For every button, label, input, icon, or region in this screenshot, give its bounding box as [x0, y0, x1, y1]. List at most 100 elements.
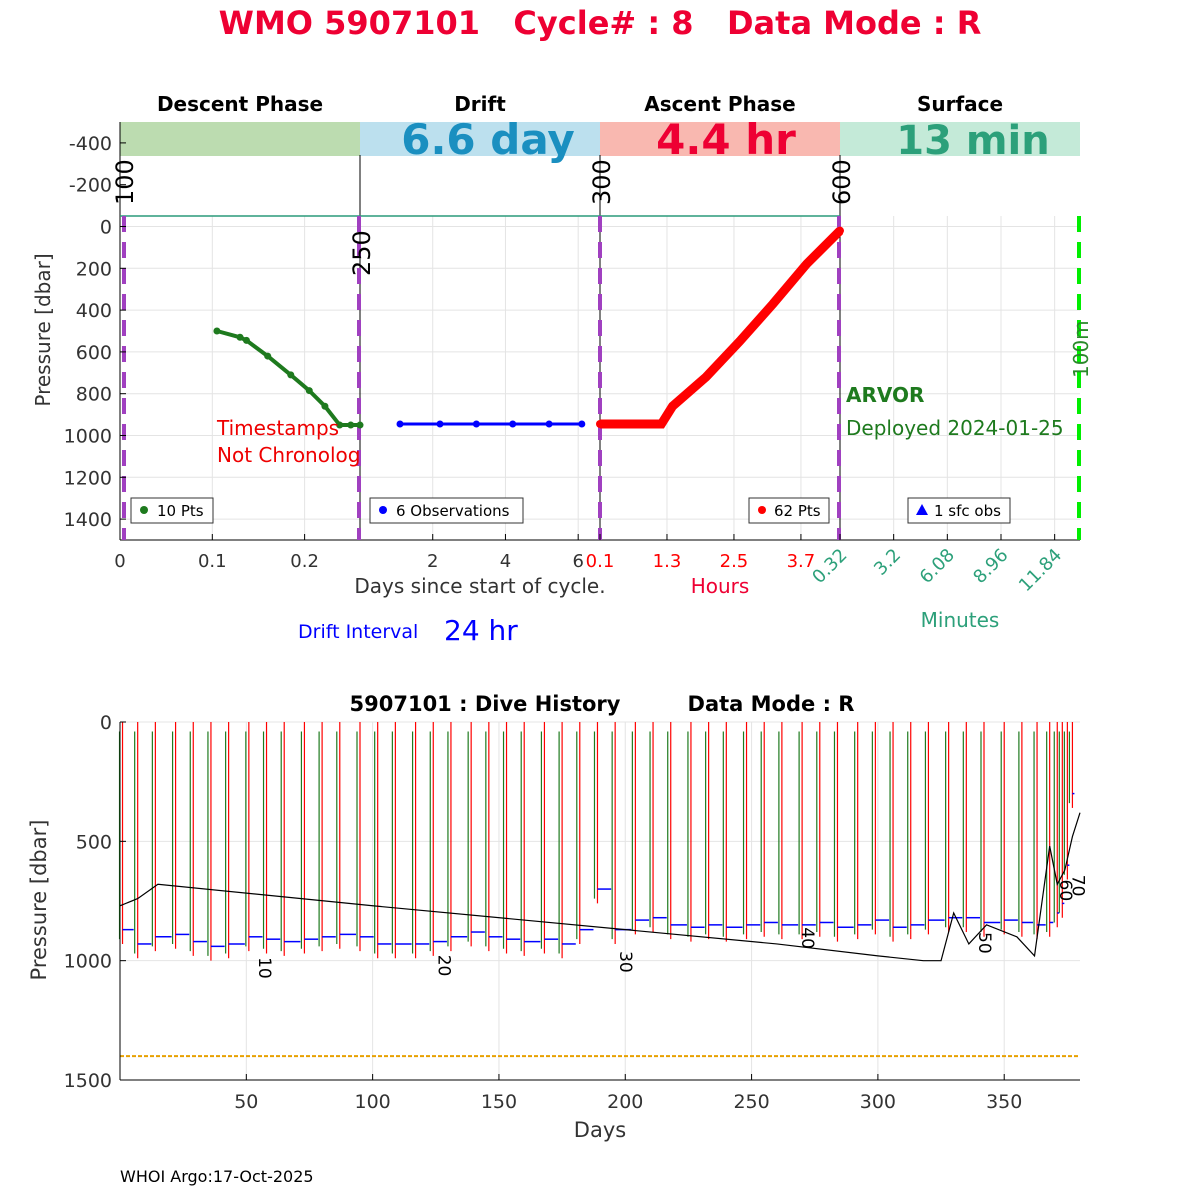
ascent-legend-marker [758, 506, 766, 514]
top-y-tick-label: -200 [69, 175, 112, 197]
top-x-tick-label: 0 [114, 551, 125, 572]
history-cycle-label: 30 [615, 951, 635, 973]
history-x-axis-label: Days [574, 1118, 626, 1142]
figure-title: WMO 5907101 Cycle# : 8 Data Mode : R [219, 4, 982, 42]
descent-phase-header: Descent Phase [157, 92, 323, 116]
surface-phase-header: Surface [917, 92, 1003, 116]
history-trajectory [119, 812, 1081, 962]
history-y-tick-label: 500 [76, 831, 112, 853]
history-x-tick-label: 100 [354, 1091, 390, 1113]
history-y-axis-label: Pressure [dbar] [27, 820, 51, 981]
history-x-tick-label: 50 [234, 1091, 258, 1113]
descent-point [305, 387, 313, 395]
surface-duration-bar [840, 122, 1080, 156]
history-title-left: 5907101 : Dive History [350, 692, 621, 716]
ascent-point [769, 299, 778, 308]
drift-point [472, 420, 480, 428]
ascent-point [836, 226, 844, 235]
drift-point [578, 420, 586, 428]
title-cycle: Cycle# : 8 [513, 4, 693, 42]
drift-interval-value: 24 hr [444, 614, 518, 647]
history-x-tick-label: 150 [481, 1091, 517, 1113]
descent-line [216, 329, 360, 428]
top-y-tick-label: 400 [76, 300, 112, 322]
surface-legend-text: 1 sfc obs [934, 502, 1001, 520]
ascent-point [702, 372, 711, 381]
drift-point [545, 420, 553, 428]
history-cycle-label: 60 [1055, 880, 1075, 902]
top-y-tick-label: 200 [76, 258, 112, 280]
footer-stamp: WHOI Argo:17-Oct-2025 [120, 1167, 314, 1186]
drift-legend-text: 6 Observations [396, 502, 510, 520]
history-cycle-label: 40 [797, 927, 817, 949]
timestamps-annotation-line1: Timestamps [216, 416, 339, 440]
history-x-tick-label: 350 [986, 1091, 1022, 1113]
surface-x-tick-label: 8.96 [969, 545, 1012, 588]
descent-legend-marker [140, 506, 148, 514]
history-cycle-label: 10 [254, 957, 274, 979]
descent-point [336, 421, 344, 429]
history-y-tick-label: 0 [100, 712, 112, 734]
descent-point [236, 333, 244, 341]
surface-duration-label: 13 min [896, 118, 1049, 164]
title-mode: Data Mode : R [727, 4, 981, 42]
annotation-clip: Not Chronolog [217, 443, 359, 467]
top-x-tick-label: 2.5 [720, 551, 749, 572]
history-cycle-label: 20 [433, 955, 453, 977]
surface-x-tick-label: 6.08 [916, 545, 959, 588]
drift-legend: 6 Observations [369, 497, 524, 524]
descent-series [213, 327, 364, 429]
top-y-axis-label: Pressure [dbar] [31, 253, 55, 406]
deployed-label: Deployed 2024-01-25 [846, 416, 1064, 440]
drift-phase-header: Drift [454, 92, 506, 116]
top-x-tick-label: 1.3 [653, 551, 682, 572]
descent-point [347, 421, 355, 429]
ascent-point [657, 420, 666, 429]
top-x-tick-label: 6 [572, 551, 583, 572]
drift-series [396, 420, 586, 428]
ascent-point [735, 337, 744, 346]
history-y-tick-label: 1500 [64, 1070, 112, 1092]
top-y-tick-label: 800 [76, 384, 112, 406]
history-x-tick-label: 250 [733, 1091, 769, 1113]
top-y-tick-label: 1400 [64, 509, 112, 531]
drift-interval-label: Drift Interval [298, 621, 418, 643]
top-x-tick-label: 0.1 [198, 551, 227, 572]
ascent-phase-header: Ascent Phase [644, 92, 795, 116]
history-x-tick-label: 300 [860, 1091, 896, 1113]
drift-point [396, 420, 404, 428]
ascent-x-axis-label: Hours [691, 574, 750, 598]
float-type-label: ARVOR [846, 383, 924, 407]
ascent-series [596, 226, 844, 429]
ascent-point [596, 420, 604, 429]
ascent-duration-bar [600, 122, 840, 156]
top-x-tick-label: 0.2 [290, 551, 319, 572]
history-y-tick-label: 1000 [64, 951, 112, 973]
top-x-tick-label: 0.1 [586, 551, 615, 572]
top-y-tick-label: 600 [76, 342, 112, 364]
history-cycle-label: 70 [1067, 875, 1087, 897]
boundary-label-600: 600 [828, 159, 856, 205]
boundary-label-300: 300 [588, 159, 616, 205]
descent-point [356, 421, 364, 429]
top-x-tick-label: 2 [427, 551, 438, 572]
drift-point [436, 420, 444, 428]
ascent-line [600, 227, 844, 429]
descent-point [242, 336, 250, 344]
ascent-point [668, 402, 677, 411]
ascent-point [802, 260, 811, 269]
drift-duration-bar [360, 122, 600, 156]
descent-duration-bar [120, 122, 360, 156]
drift-point [509, 420, 517, 428]
ascent-legend-text: 62 Pts [774, 502, 821, 520]
title-wmo: WMO 5907101 [219, 4, 480, 42]
top-y-tick-label: 0 [100, 217, 112, 239]
surface-legend-marker [916, 504, 928, 515]
top-x-axis-label: Days since start of cycle. [354, 574, 605, 598]
ascent-legend: 62 Pts [748, 497, 830, 524]
surface-marker-label: 100m [1069, 320, 1093, 378]
top-x-tick-label: 3.7 [787, 551, 816, 572]
descent-point [287, 371, 295, 379]
